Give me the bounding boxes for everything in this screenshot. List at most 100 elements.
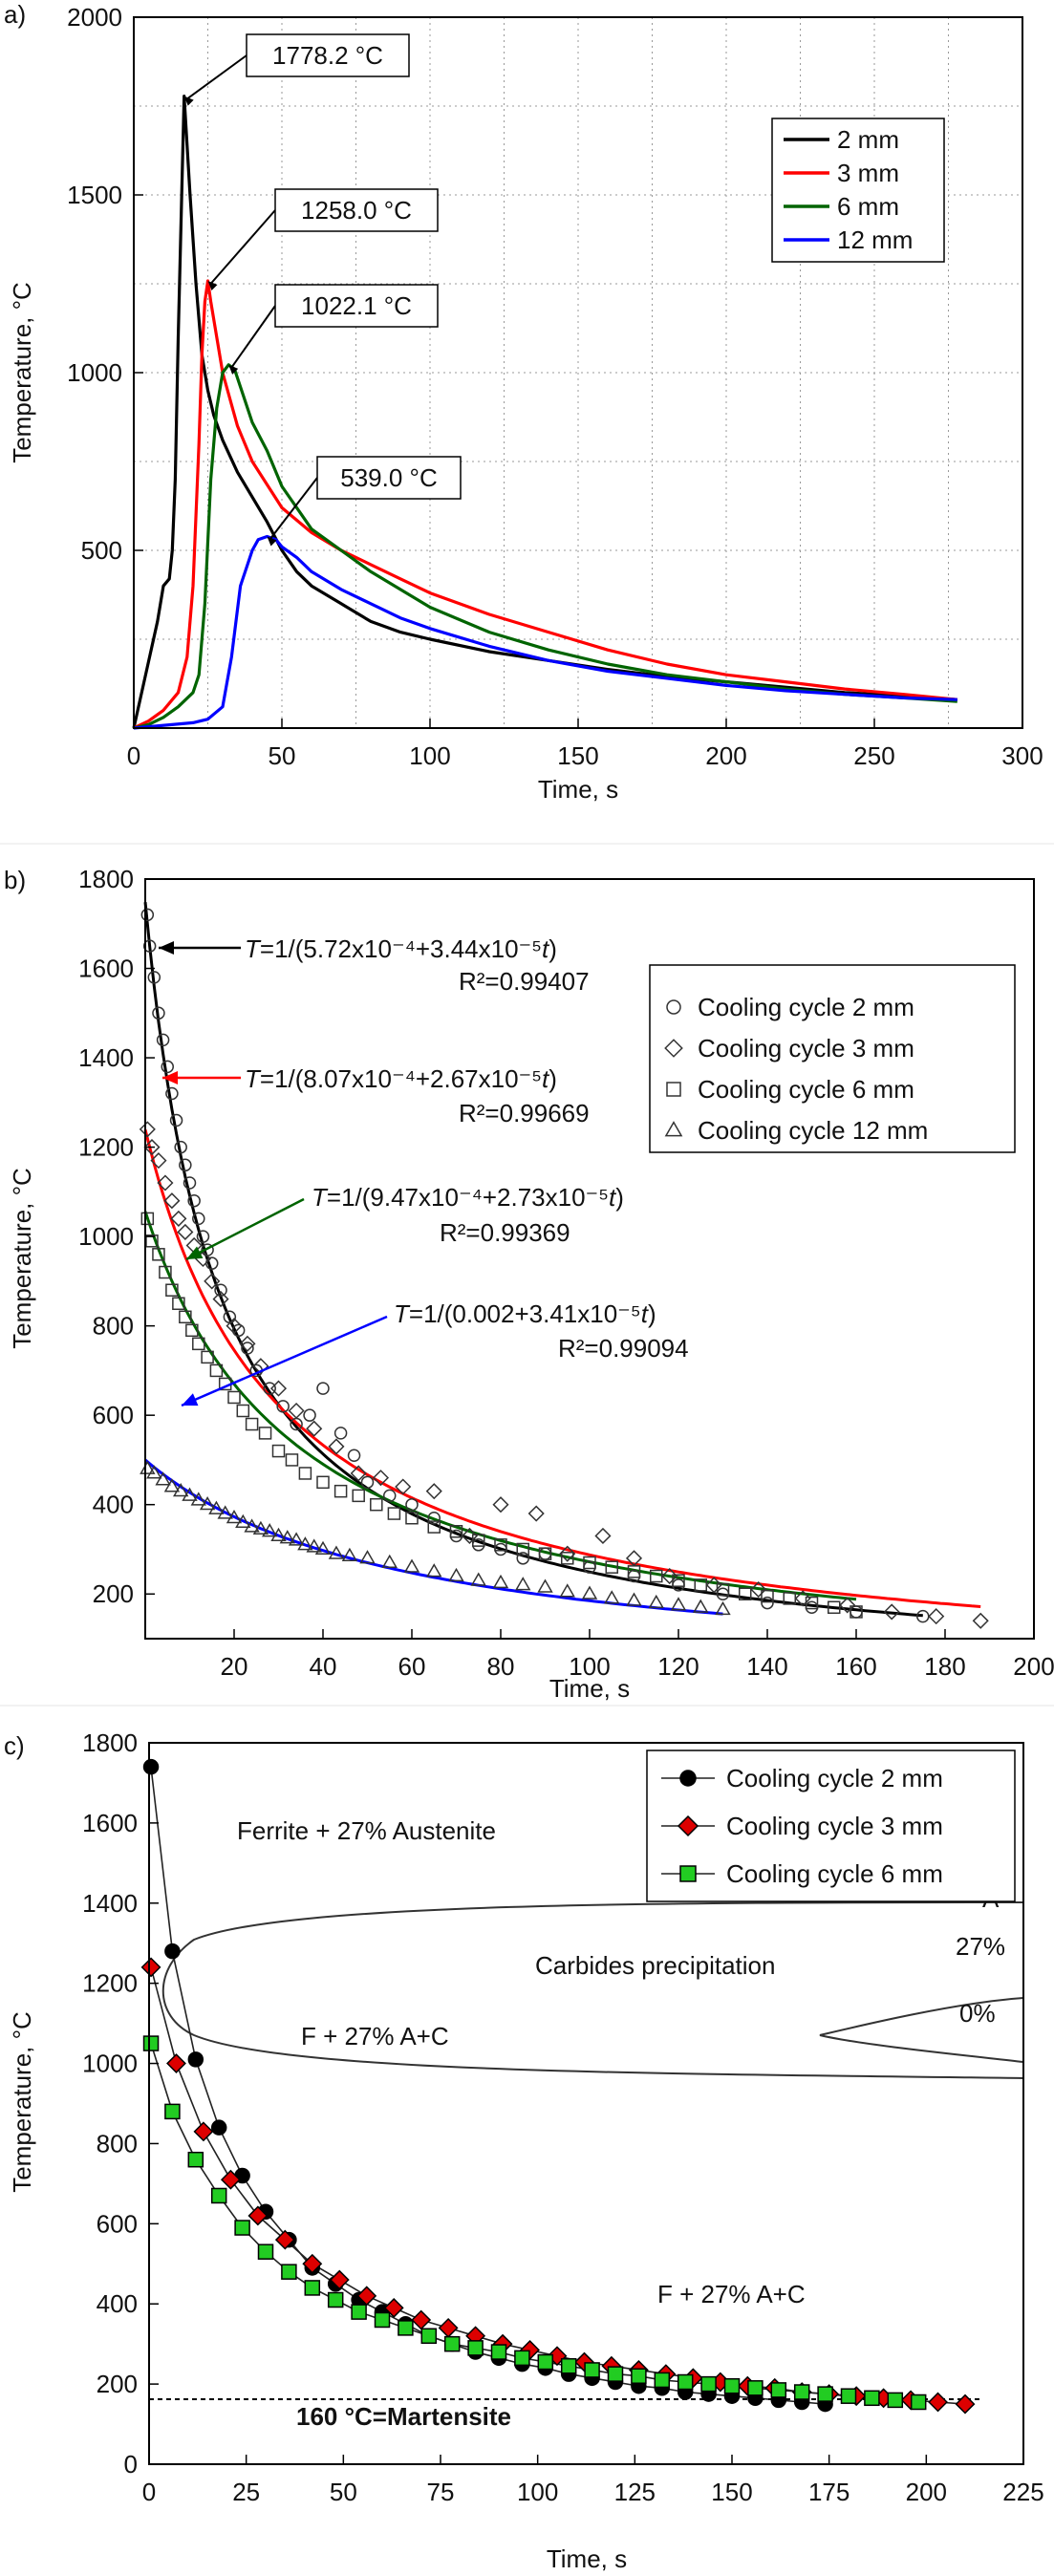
b-point-series-2 bbox=[805, 1596, 819, 1610]
c-point-series-2 bbox=[747, 2380, 764, 2396]
b-point-series-2 bbox=[152, 1248, 165, 1261]
panel-label-b: b) bbox=[4, 866, 26, 894]
b-point-series-2 bbox=[516, 1542, 529, 1556]
c-region-carbides-precipitation: Carbides precipitation bbox=[535, 1951, 775, 1980]
b-point-series-3 bbox=[693, 1599, 709, 1613]
c-point-series-2 bbox=[187, 2151, 204, 2168]
a-tick-labels: 0 50 100 150 200 250 300 500 1000 1500 2000 bbox=[67, 3, 1043, 770]
c-point-series-2 bbox=[631, 2368, 647, 2384]
b-y-axis-label: Temperature, °C bbox=[8, 1168, 36, 1349]
c-point-series-2 bbox=[374, 2311, 391, 2329]
b-point-series-3 bbox=[537, 1578, 553, 1593]
a-callout-leader bbox=[209, 209, 276, 285]
a-callout-box bbox=[316, 456, 462, 500]
b-point-series-3 bbox=[173, 1482, 189, 1497]
c-y-tick-label: 1000 bbox=[82, 2050, 138, 2078]
c-point-series-0 bbox=[187, 2051, 204, 2068]
b-point-series-3 bbox=[314, 1540, 332, 1556]
b-point-series-0 bbox=[241, 1342, 254, 1355]
c-point-series-2 bbox=[770, 2382, 787, 2398]
a-x-tick-label: 200 bbox=[705, 741, 746, 770]
a-legend-label-3mm: 3 mm bbox=[837, 159, 899, 187]
c-x-tick-label: 100 bbox=[517, 2478, 558, 2506]
b-point-series-0 bbox=[140, 908, 155, 922]
b-point-series-3 bbox=[359, 1550, 376, 1564]
b-point-series-3 bbox=[244, 1518, 260, 1533]
b-point-series-0 bbox=[179, 1158, 192, 1172]
b-point-series-2 bbox=[172, 1297, 185, 1311]
b-point-series-2 bbox=[227, 1390, 241, 1405]
b-point-series-3 bbox=[328, 1545, 345, 1559]
c-point-series-1 bbox=[302, 2253, 323, 2274]
c-point-series-1 bbox=[220, 2169, 241, 2190]
b-point-series-3 bbox=[604, 1590, 620, 1604]
c-point-series-2 bbox=[443, 2335, 461, 2352]
b-point-series-1 bbox=[425, 1483, 442, 1500]
b-data-points bbox=[139, 908, 989, 1629]
c-point-series-1 bbox=[166, 2053, 186, 2073]
c-point-series-2 bbox=[257, 2243, 274, 2260]
b-point-series-1 bbox=[883, 1603, 900, 1621]
c-y-axis-label: Temperature, °C bbox=[8, 2011, 36, 2193]
b-point-series-1 bbox=[288, 1402, 305, 1420]
a-x-tick-label: 100 bbox=[409, 741, 450, 770]
b-point-series-3 bbox=[155, 1471, 171, 1486]
b-point-series-1 bbox=[177, 1223, 194, 1241]
b-point-series-2 bbox=[387, 1507, 401, 1520]
c-point-series-2 bbox=[420, 2328, 438, 2345]
b-point-series-3 bbox=[288, 1532, 305, 1546]
b-point-series-1 bbox=[527, 1505, 545, 1522]
b-point-series-1 bbox=[395, 1478, 412, 1495]
a-legend-box bbox=[771, 118, 945, 263]
b-point-series-2 bbox=[716, 1582, 730, 1597]
c-legend-label-3mm: Cooling cycle 3 mm bbox=[726, 1812, 943, 1840]
c-legend-marker-square bbox=[679, 1865, 697, 1882]
a-y-tick-label: 2000 bbox=[67, 3, 122, 32]
a-y-axis-label: Temperature, °C bbox=[8, 282, 36, 463]
a-y-tick-label: 1000 bbox=[67, 358, 122, 387]
a-series-line-6mm bbox=[133, 363, 957, 730]
b-x-tick-label: 180 bbox=[924, 1652, 965, 1681]
b-point-series-0 bbox=[214, 1283, 227, 1297]
b-legend: Cooling cycle 2 mm Cooling cycle 3 mm Co… bbox=[649, 964, 1016, 1153]
b-point-series-2 bbox=[427, 1520, 441, 1534]
c-point-series-2 bbox=[398, 2320, 414, 2336]
b-point-series-0 bbox=[187, 1193, 201, 1208]
b-point-series-1 bbox=[328, 1438, 345, 1455]
b-point-series-3 bbox=[190, 1492, 206, 1506]
b-point-series-1 bbox=[170, 1210, 187, 1227]
a-callouts: 1778.2 °C 1258.0 °C 1022.1 °C 539.0 °C bbox=[183, 33, 462, 547]
b-point-series-2 bbox=[236, 1404, 250, 1418]
c-legend-marker-diamond bbox=[677, 1814, 699, 1837]
c-point-series-2 bbox=[700, 2375, 717, 2393]
a-x-axis-label: Time, s bbox=[538, 775, 618, 804]
b-point-series-1 bbox=[461, 1527, 479, 1545]
c-legend-label-6mm: Cooling cycle 6 mm bbox=[726, 1859, 943, 1888]
b-fit-curve-3 bbox=[144, 1458, 723, 1616]
b-point-series-3 bbox=[270, 1527, 287, 1541]
c-point-series-2 bbox=[910, 2394, 927, 2411]
c-x-tick-label: 175 bbox=[808, 2478, 850, 2506]
b-fit-r-squared: R²=0.99094 bbox=[558, 1334, 689, 1363]
b-point-series-2 bbox=[694, 1578, 707, 1592]
b-point-series-0 bbox=[263, 1382, 276, 1395]
b-point-series-3 bbox=[235, 1513, 251, 1528]
b-point-series-2 bbox=[298, 1467, 312, 1480]
b-point-series-0 bbox=[303, 1408, 316, 1422]
b-y-tick-label: 400 bbox=[93, 1491, 134, 1519]
b-point-series-2 bbox=[850, 1605, 863, 1619]
b-point-series-3 bbox=[470, 1572, 486, 1586]
c-y-tick-label: 200 bbox=[97, 2370, 138, 2398]
b-x-tick-label: 60 bbox=[398, 1652, 426, 1681]
b-point-series-0 bbox=[147, 971, 161, 984]
c-legend: Cooling cycle 2 mm Cooling cycle 3 mm Co… bbox=[646, 1750, 1016, 1902]
b-y-tick-label: 1200 bbox=[78, 1133, 134, 1162]
c-y-tick-label: 1200 bbox=[82, 1969, 138, 1998]
b-point-series-3 bbox=[262, 1523, 278, 1537]
b-point-series-3 bbox=[448, 1567, 464, 1582]
c-y-tick-label: 400 bbox=[97, 2289, 138, 2318]
c-point-series-2 bbox=[840, 2388, 857, 2404]
b-point-series-1 bbox=[372, 1470, 390, 1487]
a-series-line-2mm bbox=[132, 94, 957, 729]
b-point-series-2 bbox=[449, 1525, 463, 1538]
